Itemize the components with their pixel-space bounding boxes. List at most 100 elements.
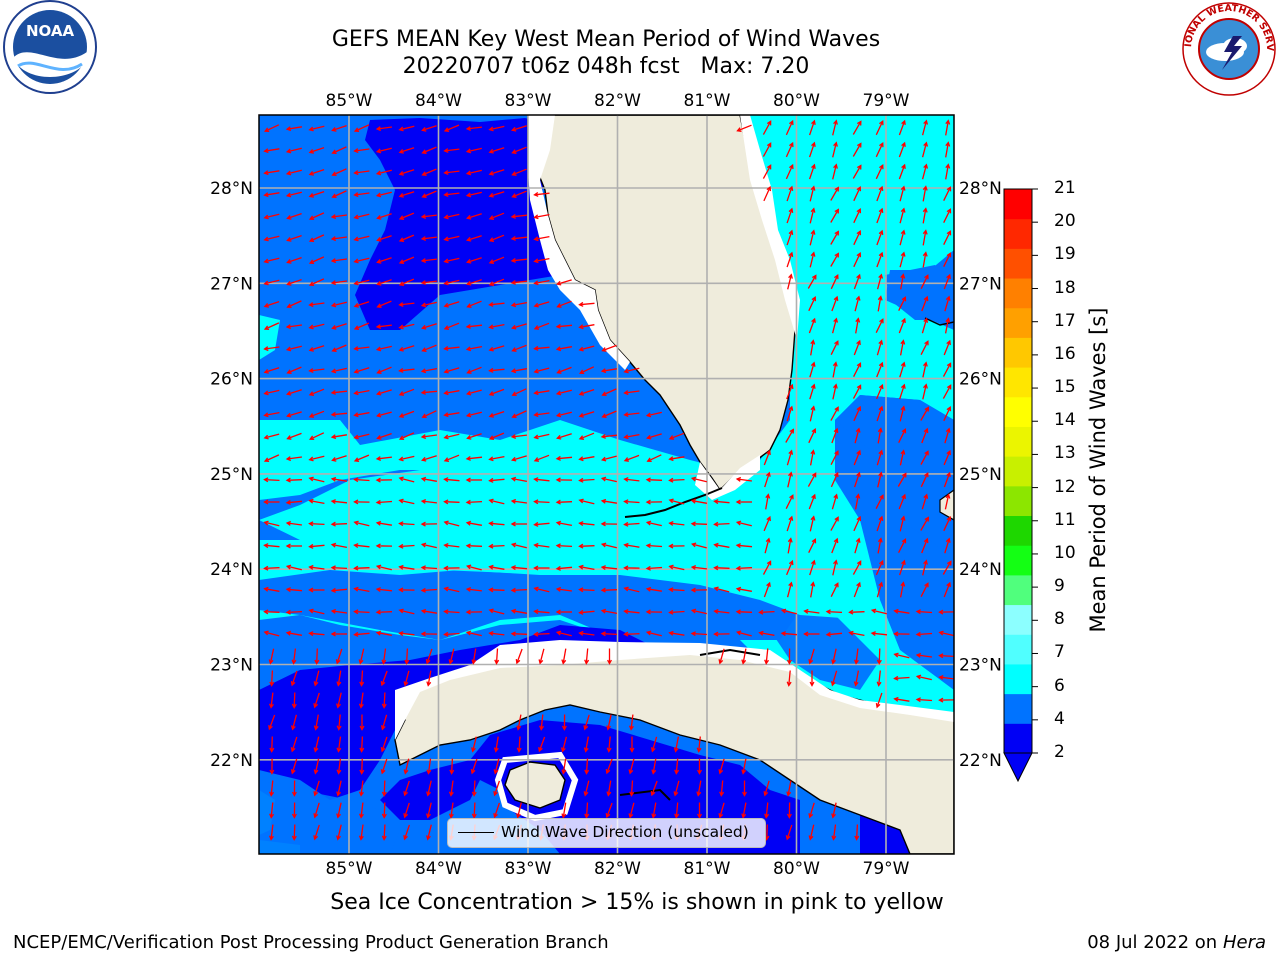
wind-arrow [830,450,839,465]
wind-arrow [443,454,460,462]
wind-arrow [398,323,415,330]
wind-arrow [938,653,954,659]
wind-arrow [578,432,595,440]
wind-arrow [876,383,884,400]
wind-arrow [808,824,815,841]
wind-arrow [944,427,951,444]
wind-arrow [808,538,817,553]
wind-arrow [645,565,663,571]
wind-arrow [330,521,348,527]
colorbar-segment [1004,278,1032,309]
footer-date-text: 08 Jul 2022 on [1087,932,1223,953]
wind-arrow [877,295,883,312]
wind-arrow [375,191,392,198]
wind-arrow [443,609,460,615]
wind-arrow [785,119,794,136]
colorbar-tick-label: 11 [1054,509,1076,530]
wind-arrow [488,367,505,373]
wind-arrow [353,213,370,220]
wind-arrow [330,236,347,242]
wind-arrow [381,780,387,797]
wind-arrow [269,736,275,753]
wind-arrow [870,631,888,637]
wind-arrow [943,471,951,488]
wind-arrow [584,648,590,665]
wind-arrow [510,587,528,593]
wind-arrow [809,405,816,422]
wind-arrow [876,515,884,532]
wind-arrow [268,692,274,709]
wind-arrow [763,581,771,598]
colorbar-segment [1004,545,1032,576]
wind-arrow [943,186,952,201]
wind-arrow [583,714,590,731]
colorbar-segment [1004,604,1032,635]
wind-arrow [330,587,348,593]
wind-arrow [335,648,343,665]
lon-label-bottom: 83°W [505,859,552,879]
lat-label-left: 27°N [210,274,253,294]
wind-arrow [330,608,347,614]
wind-arrow [263,322,280,331]
colorbar-segment [1004,248,1032,279]
wind-arrow [308,564,325,570]
wind-arrow [533,609,550,615]
wind-arrow [353,631,370,637]
wind-arrow [488,256,505,264]
wind-arrow [421,455,437,462]
wind-arrow [690,498,708,504]
wind-arrow [899,207,906,224]
wind-arrow [493,736,499,753]
colorbar-tick-label: 13 [1054,443,1076,464]
wind-arrow [555,279,572,286]
wind-arrow [398,608,415,615]
wind-arrow [808,141,816,158]
wind-arrow [899,229,906,246]
wind-arrow [263,300,280,308]
wind-arrow [353,257,370,264]
wind-arrow [381,824,387,841]
wind-arrow [809,449,816,466]
wind-arrow [308,146,325,154]
wind-arrow [921,493,929,510]
wind-arrow [376,257,392,264]
wind-arrow [269,802,275,819]
wind-arrow [375,345,392,352]
wind-arrow [875,692,883,709]
map-gridlines [259,115,954,854]
wind-arrow [735,586,753,592]
lat-label-right: 23°N [959,656,1002,676]
wind-arrow [443,148,460,154]
wind-arrow [848,630,865,637]
wind-arrow [426,758,432,775]
wind-arrow [668,543,685,549]
wind-arrow [380,736,388,753]
wind-arrow [853,229,862,246]
wind-arrow [785,824,793,841]
wind-arrow [420,565,438,571]
wind-arrow [291,648,297,665]
wind-arrow [511,125,527,132]
wind-arrow [420,608,438,614]
wind-arrow [533,477,550,483]
wind-arrow [330,565,348,571]
wind-arrow [899,185,906,202]
wind-arrow [353,367,370,374]
wind-arrow [945,119,951,136]
wind-arrow [921,163,929,180]
wind-arrow [308,498,325,505]
wind-arrow [713,565,730,571]
wind-arrow [854,537,861,554]
wind-arrow [555,323,573,329]
wind-arrow [465,499,483,505]
wind-arrow [286,212,302,220]
wind-arrow [787,273,793,290]
wind-arrow [403,802,410,819]
wind-arrow [944,493,951,510]
wind-arrow [893,696,910,702]
wind-arrow [510,434,527,440]
wind-arrow [690,631,708,637]
wind-arrow [533,279,550,286]
wind-arrow [510,521,527,527]
colorbar-tick-label: 16 [1054,343,1076,364]
